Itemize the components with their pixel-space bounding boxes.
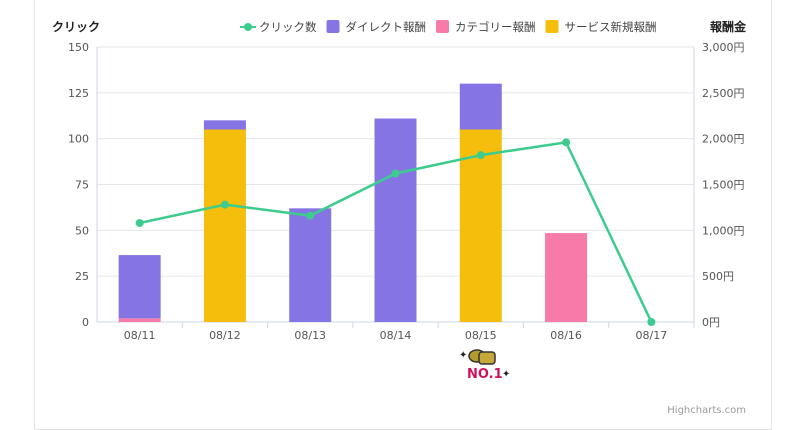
legend-swatch-icon	[545, 20, 559, 33]
bar-3-08/15	[459, 129, 502, 322]
click-point-08/14	[391, 169, 400, 178]
left-tick-label: 0	[82, 316, 89, 329]
legend-point-icon	[244, 23, 252, 31]
right-tick-label: 0円	[702, 316, 720, 329]
x-tick-label: 08/16	[550, 329, 582, 342]
bar-2-08/16	[545, 233, 588, 322]
right-tick-label: 3,000円	[702, 41, 745, 54]
click-point-08/13	[306, 211, 315, 220]
combo-chart: 0 25 50 75 100 125 150 0円 500円 1,000円 1,500円 2,000円…	[52, 19, 747, 342]
bar-1-08/14	[374, 118, 417, 322]
right-tick-label: 1,000円	[702, 224, 745, 237]
no1-coin-badge: ✦ NO.1 ✦	[455, 346, 515, 386]
bar-1-08/11	[118, 255, 161, 319]
x-tick-label: 08/17	[636, 329, 668, 342]
bar-3-08/12	[203, 129, 246, 322]
click-point-08/11	[135, 219, 144, 227]
right-axis-title: 報酬金	[710, 19, 747, 34]
bar-1-08/15	[459, 83, 502, 130]
left-axis-title: クリック	[52, 20, 100, 34]
legend-item-0[interactable]: クリック数	[259, 20, 317, 34]
bar-1-08/12	[203, 120, 246, 130]
x-tick-label: 08/12	[209, 329, 241, 342]
left-tick-label: 75	[75, 179, 89, 192]
bar-1-08/13	[289, 208, 332, 322]
click-point-08/16	[562, 138, 571, 147]
left-tick-label: 50	[75, 224, 89, 237]
right-tick-label: 500円	[702, 270, 734, 283]
legend-item-1[interactable]: ダイレクト報酬	[346, 20, 427, 34]
legend-swatch-icon	[326, 20, 340, 33]
legend-swatch-icon	[436, 20, 449, 33]
legend-item-2[interactable]: カテゴリー報酬	[455, 20, 536, 34]
left-tick-label: 150	[68, 41, 89, 54]
right-tick-label: 1,500円	[702, 179, 745, 192]
svg-text:✦: ✦	[459, 350, 467, 361]
left-tick-label: 125	[68, 87, 89, 100]
x-tick-label: 08/13	[294, 329, 326, 342]
right-tick-label: 2,000円	[702, 133, 745, 146]
x-tick-label: 08/15	[465, 329, 497, 342]
x-tick-label: 08/14	[380, 329, 412, 342]
bar-2-08/11	[118, 318, 161, 322]
badge-text: NO.1	[467, 367, 503, 382]
legend-item-3[interactable]: サービス新規報酬	[565, 20, 657, 34]
click-point-08/15	[476, 151, 485, 160]
x-tick-label: 08/11	[124, 329, 156, 342]
svg-text:✦: ✦	[502, 369, 510, 380]
click-point-08/17	[647, 318, 656, 326]
left-tick-label: 25	[75, 270, 89, 283]
left-tick-label: 100	[68, 133, 89, 146]
click-point-08/12	[220, 200, 229, 209]
highcharts-credit[interactable]: Highcharts.com	[667, 405, 746, 416]
right-tick-label: 2,500円	[702, 87, 745, 100]
